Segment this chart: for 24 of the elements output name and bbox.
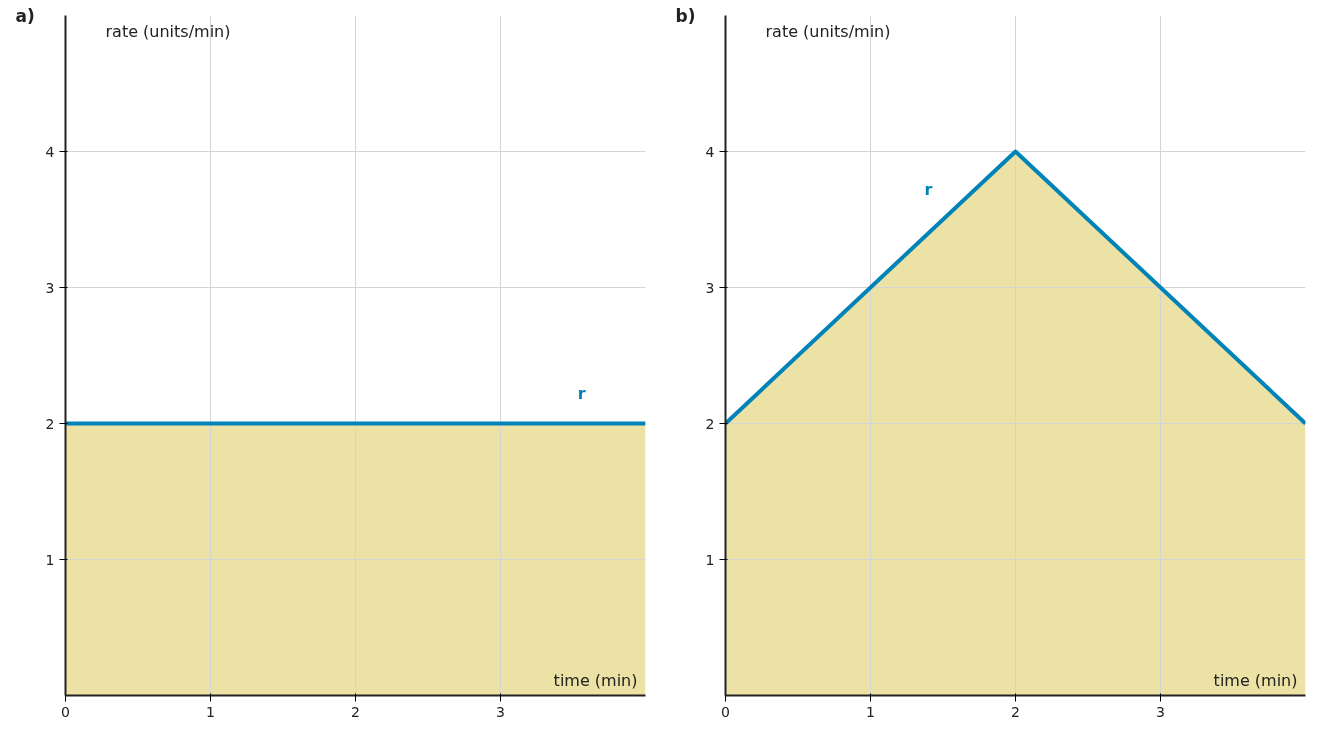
- x-tick-label: 1: [866, 703, 875, 720]
- y-tick-label: 2: [705, 415, 715, 432]
- series-label: r: [577, 384, 586, 404]
- x-axis-title: time (min): [553, 670, 638, 690]
- y-tick-label: 4: [45, 143, 55, 160]
- x-tick-label: 3: [1156, 703, 1165, 720]
- x-tick-label: 1: [206, 703, 215, 720]
- y-tick-label: 1: [45, 551, 55, 568]
- x-tick-label: 0: [721, 703, 730, 720]
- series-label: r: [924, 180, 933, 200]
- x-tick-label: 2: [1011, 703, 1020, 720]
- y-tick-label: 1: [705, 551, 715, 568]
- x-tick-label: 0: [61, 703, 70, 720]
- y-tick-label: 4: [705, 143, 715, 160]
- y-tick-label: 2: [45, 415, 55, 432]
- chart-title: b): [675, 5, 696, 26]
- y-axis-title: rate (units/min): [765, 21, 891, 41]
- y-axis-title: rate (units/min): [105, 21, 231, 41]
- chart-title: a): [15, 5, 35, 26]
- x-tick-label: 2: [351, 703, 360, 720]
- y-tick-label: 3: [45, 279, 55, 296]
- x-tick-label: 3: [496, 703, 505, 720]
- x-axis-title: time (min): [1213, 670, 1298, 690]
- y-tick-label: 3: [705, 279, 715, 296]
